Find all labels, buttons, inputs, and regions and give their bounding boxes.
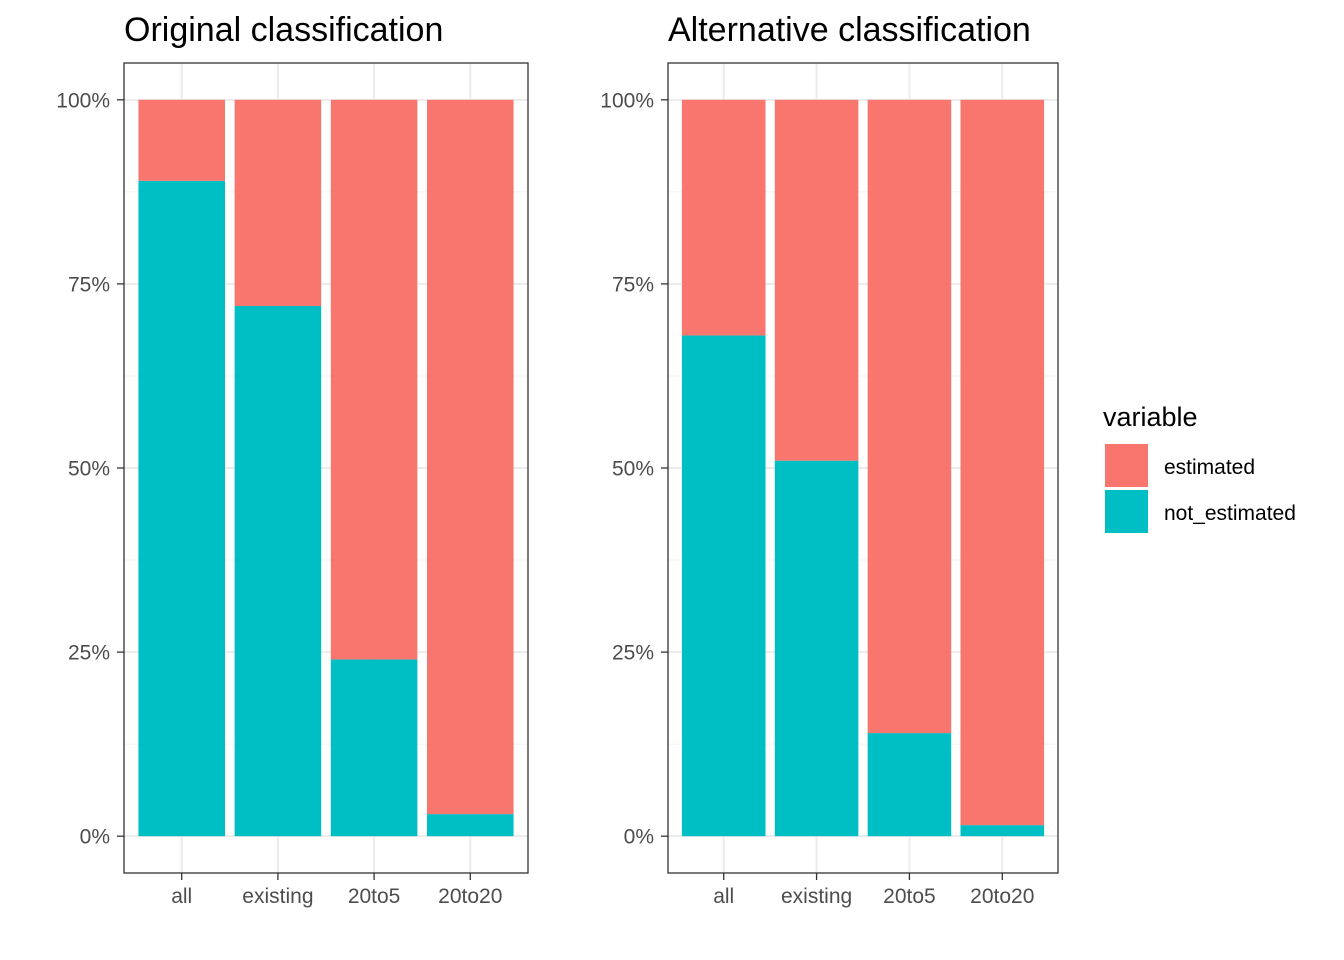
bar-not_estimated-existing	[774, 460, 859, 837]
panel-title: Alternative classification	[668, 11, 1031, 49]
bar-not_estimated-20to5	[330, 659, 418, 837]
bar-estimated-all	[681, 99, 766, 336]
x-tick-label: 20to20	[970, 885, 1034, 908]
panel-title: Original classification	[124, 11, 443, 49]
legend-key-not_estimated	[1105, 490, 1148, 533]
bar-not_estimated-20to20	[960, 825, 1045, 837]
y-tick-label: 75%	[68, 273, 110, 296]
bar-estimated-20to20	[960, 99, 1045, 826]
legend: variable estimated not_estimated	[1103, 402, 1296, 533]
y-tick-label: 0%	[80, 826, 110, 849]
bar-not_estimated-20to5	[867, 733, 952, 837]
legend-title: variable	[1103, 402, 1198, 432]
bar-estimated-20to5	[867, 99, 952, 734]
x-tick-label: existing	[781, 885, 852, 908]
bar-estimated-existing	[234, 99, 322, 306]
legend-label-estimated: estimated	[1164, 456, 1255, 479]
y-tick-label: 50%	[68, 458, 110, 481]
x-tick-label: existing	[242, 885, 313, 908]
legend-key-estimated	[1105, 444, 1148, 487]
x-tick-label: 20to5	[348, 885, 401, 908]
y-tick-label: 25%	[68, 642, 110, 665]
panel-original: Original classification 0% 25% 50% 75% 100% al…	[56, 11, 529, 908]
bar-not_estimated-all	[681, 335, 766, 837]
bar-estimated-20to5	[330, 99, 418, 660]
y-tick-label: 0%	[624, 826, 654, 849]
bar-not_estimated-existing	[234, 305, 322, 837]
x-tick-label: 20to20	[438, 885, 502, 908]
bar-estimated-existing	[774, 99, 859, 461]
y-tick-label: 100%	[56, 89, 110, 112]
bar-estimated-20to20	[427, 99, 514, 815]
x-tick-label: all	[171, 885, 192, 908]
y-tick-label: 50%	[612, 458, 654, 481]
bar-not_estimated-all	[138, 180, 225, 837]
panel-alternative: Alternative classification 0% 25% 50% 75% 100…	[600, 11, 1059, 908]
y-tick-label: 100%	[600, 89, 654, 112]
bar-estimated-all	[138, 99, 225, 181]
legend-label-not_estimated: not_estimated	[1164, 502, 1296, 525]
bar-not_estimated-20to20	[427, 814, 514, 837]
y-tick-label: 25%	[612, 642, 654, 665]
x-tick-label: all	[713, 885, 734, 908]
y-tick-label: 75%	[612, 273, 654, 296]
x-tick-label: 20to5	[883, 885, 936, 908]
